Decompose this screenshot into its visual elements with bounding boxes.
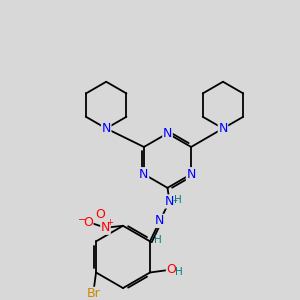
Text: N: N: [155, 214, 164, 227]
Text: H: H: [154, 236, 162, 245]
Text: N: N: [163, 127, 172, 140]
Text: N: N: [165, 195, 174, 208]
Text: N: N: [101, 221, 110, 234]
Text: Br: Br: [86, 287, 100, 300]
Text: –: –: [173, 196, 178, 206]
Text: O: O: [96, 208, 106, 220]
Text: N: N: [101, 122, 111, 135]
Text: N: N: [218, 122, 228, 135]
Text: −: −: [78, 215, 86, 225]
Text: N: N: [186, 168, 196, 181]
Text: O: O: [167, 263, 176, 276]
Text: H: H: [174, 196, 182, 206]
Text: O: O: [83, 216, 93, 230]
Text: H: H: [175, 268, 183, 278]
Text: N: N: [139, 168, 148, 181]
Text: +: +: [106, 218, 113, 227]
